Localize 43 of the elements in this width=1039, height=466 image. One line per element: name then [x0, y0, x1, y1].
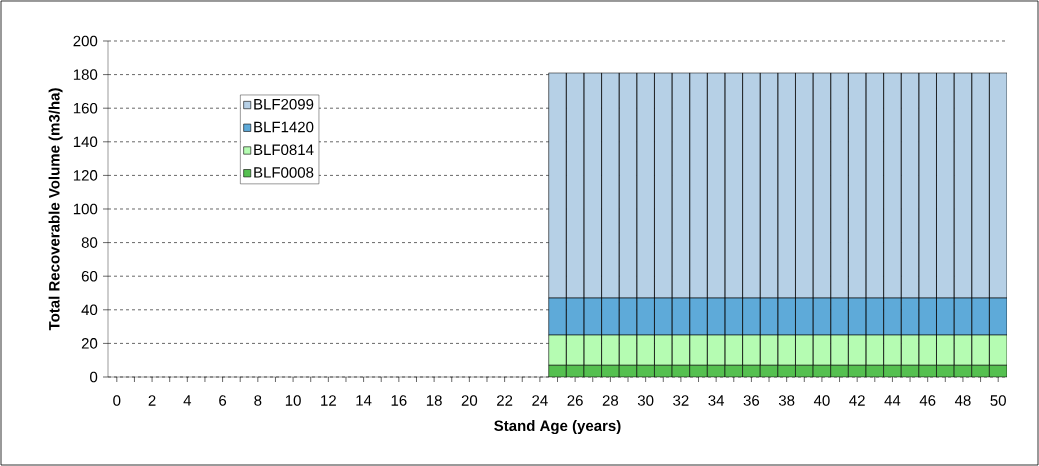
y-tick-label: 0 — [90, 371, 98, 383]
x-tick-label: 18 — [426, 395, 442, 406]
x-tick-label: 12 — [321, 395, 336, 406]
x-tick-label: 48 — [954, 395, 971, 406]
y-tick-label: 160 — [73, 102, 98, 114]
x-tick-label: 16 — [391, 395, 407, 406]
x-axis-title: Stand Age (years) — [494, 420, 621, 435]
x-tick-label: 42 — [849, 395, 865, 406]
x-tick-label: 40 — [813, 395, 830, 406]
x-tick-label: 4 — [183, 395, 192, 406]
x-tick-label: 44 — [884, 395, 901, 406]
y-tick-label: 200 — [73, 35, 98, 47]
x-tick-label: 26 — [567, 395, 583, 406]
x-tick-label: 14 — [356, 395, 372, 406]
x-tick-label: 30 — [637, 395, 654, 406]
y-tick-label: 100 — [73, 203, 98, 215]
y-tick-label: 40 — [81, 304, 98, 316]
x-tick-label: 34 — [708, 395, 725, 406]
x-tick-label: 22 — [497, 395, 513, 406]
x-tick-label: 24 — [532, 395, 548, 406]
legend-label: BLF2099 — [254, 98, 314, 110]
x-tick-label: 2 — [148, 395, 156, 406]
y-tick-label: 80 — [81, 237, 98, 248]
y-tick-label: 60 — [81, 270, 98, 282]
x-tick-label: 20 — [461, 395, 478, 406]
y-axis-title: Total Recoverable Volume (m3/ha) — [48, 88, 63, 331]
x-tick-label: 36 — [743, 395, 760, 406]
x-tick-label: 46 — [919, 395, 936, 406]
y-tick-label: 120 — [73, 170, 98, 181]
x-tick-label: 28 — [602, 395, 619, 406]
y-tick-label: 140 — [73, 136, 98, 148]
x-tick-label: 38 — [778, 395, 795, 406]
legend-label: BLF0008 — [254, 167, 314, 178]
x-tick-label: 6 — [219, 395, 227, 406]
y-tick-label: 180 — [73, 69, 98, 80]
x-tick-label: 8 — [254, 395, 262, 406]
y-tick-label: 20 — [81, 338, 98, 349]
legend-label: BLF0814 — [254, 144, 314, 156]
x-tick-label: 0 — [113, 395, 121, 406]
x-tick-label: 50 — [990, 395, 1006, 406]
legend-label: BLF1420 — [254, 121, 314, 133]
x-tick-label: 32 — [673, 395, 689, 406]
x-tick-label: 10 — [285, 395, 301, 406]
